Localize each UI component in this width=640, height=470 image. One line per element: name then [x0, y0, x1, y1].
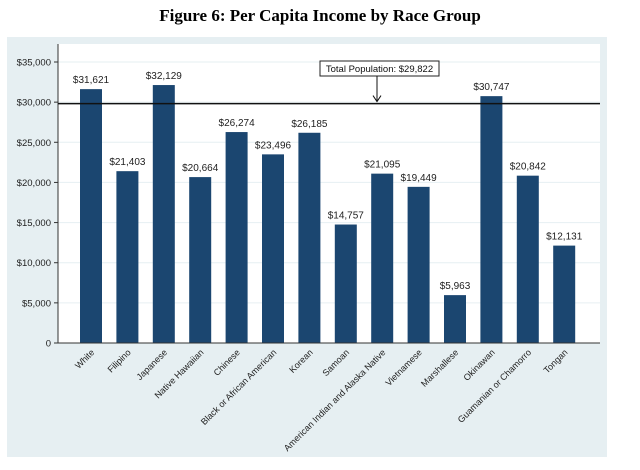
data-label: $26,185	[291, 119, 328, 130]
data-label: $32,129	[146, 71, 183, 82]
data-label: $14,757	[328, 211, 365, 222]
data-label: $20,664	[182, 163, 219, 174]
bar	[116, 171, 139, 343]
bar	[189, 177, 212, 343]
bar	[262, 154, 284, 343]
bar	[298, 132, 321, 343]
bar	[553, 245, 576, 343]
bar	[334, 224, 357, 343]
bar	[152, 85, 175, 344]
y-tick-label: $10,000	[17, 258, 51, 269]
data-label: $19,449	[401, 173, 438, 184]
data-label: $5,963	[440, 281, 471, 292]
arrowhead-icon	[372, 95, 382, 103]
plot-area	[58, 44, 600, 343]
y-tick-label: $5,000	[22, 298, 51, 309]
data-label: $26,274	[219, 118, 256, 129]
y-tick-label: $25,000	[17, 138, 51, 149]
bar	[480, 96, 503, 344]
chart-title: Figure 6: Per Capita Income by Race Grou…	[159, 6, 481, 25]
bar	[225, 132, 248, 343]
bar	[516, 175, 539, 343]
data-label: $30,747	[473, 82, 510, 93]
annotation-box	[319, 60, 440, 77]
annotation-label: Total Population: $29,822	[326, 64, 433, 75]
bar	[444, 295, 466, 343]
data-label: $23,496	[255, 140, 292, 151]
bar	[80, 89, 102, 343]
data-label: $20,842	[510, 162, 547, 173]
y-tick-label: $15,000	[17, 218, 51, 229]
bar	[407, 186, 430, 343]
y-tick-label: $30,000	[17, 98, 51, 109]
data-label: $21,095	[364, 160, 401, 171]
data-label: $12,131	[546, 232, 583, 243]
data-label: $31,621	[73, 75, 110, 86]
y-tick-label: 0	[46, 339, 51, 350]
data-label: $21,403	[109, 157, 146, 168]
y-tick-label: $20,000	[17, 178, 51, 189]
y-tick-label: $35,000	[17, 58, 51, 69]
bar	[371, 173, 394, 343]
